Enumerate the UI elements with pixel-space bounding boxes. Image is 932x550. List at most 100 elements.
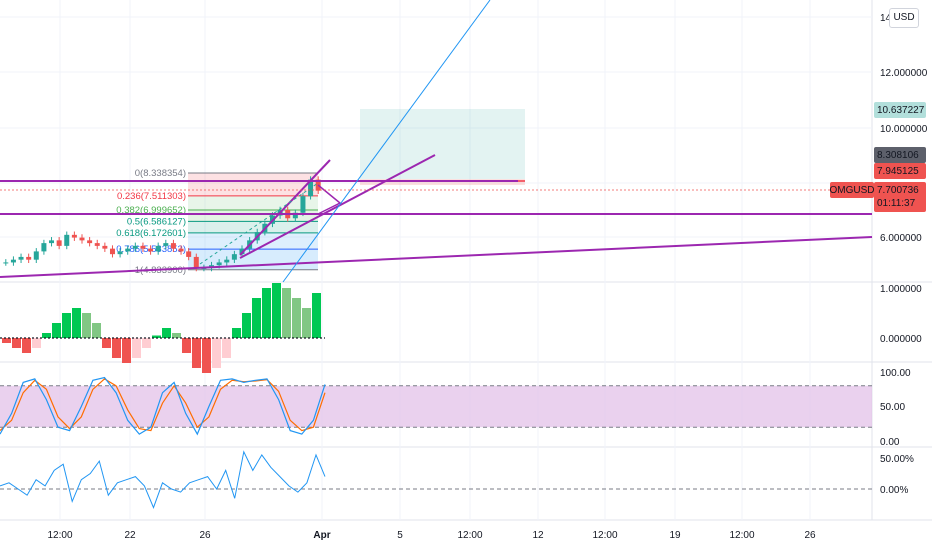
osc-tick-label: 50.00%	[880, 454, 914, 465]
price-tick-label: 14	[880, 13, 892, 24]
candle-body	[49, 240, 55, 244]
price-labels: 10.637227 8.308106 7.945125 7.700736 01:11:3…	[830, 102, 926, 212]
fib-zone	[188, 195, 318, 211]
fib-zone	[188, 210, 318, 222]
path-arrow	[317, 184, 342, 215]
histogram-bar	[42, 333, 51, 338]
target-price-badge-bg	[874, 102, 926, 118]
histogram-bar	[132, 338, 141, 358]
candle-body	[109, 248, 115, 255]
candle-body	[117, 251, 123, 255]
histogram-bar	[22, 338, 31, 353]
time-tick-label: 12:00	[592, 530, 617, 541]
histogram-bar	[92, 323, 101, 338]
fib-level-label: 0.236(7.511303)	[117, 191, 186, 202]
time-tick-label: 22	[124, 530, 136, 541]
histogram-bar	[182, 338, 191, 353]
candle-body	[239, 248, 245, 255]
last-price-badge-bg	[874, 182, 926, 212]
time-axis[interactable]: 12:00 22 26 Apr 5 12:00 12 12:00 19 12:00 26	[47, 530, 816, 541]
histogram-bar	[232, 328, 241, 338]
long-position-box[interactable]	[360, 109, 525, 185]
candle-body	[33, 251, 39, 260]
time-tick-label: 12:00	[47, 530, 72, 541]
high-price-badge: 7.945125	[874, 163, 926, 179]
stoch-band	[0, 385, 872, 428]
fibonacci-retracement[interactable]: 0(8.338354) 0.236(7.511303) 0.382(6.999652…	[116, 168, 318, 276]
histogram-bar	[272, 283, 281, 338]
time-tick-label: 12:00	[457, 530, 482, 541]
target-zone	[360, 109, 525, 179]
candle-body	[193, 256, 199, 268]
histogram-tick-label: 0.000000	[880, 334, 922, 345]
trend-ray	[282, 0, 491, 283]
candle-body	[41, 243, 47, 252]
price-tick-label: 6.000000	[880, 233, 922, 244]
channel-lower	[239, 154, 436, 259]
histogram-bar	[122, 338, 131, 363]
candle-body	[231, 254, 237, 260]
long-trendline	[0, 236, 873, 278]
candle-body	[26, 256, 32, 260]
candle-body	[155, 245, 161, 252]
stoch-tick-label: 50.00	[880, 402, 905, 413]
histogram-bar	[82, 313, 91, 338]
stoch-d-line	[0, 378, 326, 432]
stoch-k-line	[0, 376, 326, 436]
candle-body	[170, 243, 176, 249]
oscillator-pane	[0, 450, 872, 509]
candle-body	[132, 245, 138, 249]
histogram-bar	[52, 323, 61, 338]
candle-body	[178, 248, 184, 252]
histogram-bar	[112, 338, 121, 358]
fib-level-label: 0.5(6.586127)	[127, 216, 186, 227]
candle-body	[292, 212, 298, 219]
candle-body	[64, 234, 70, 246]
candle-body	[140, 245, 146, 249]
last-price-badge-text: 01:11:37	[877, 198, 916, 209]
histogram-bar	[292, 298, 301, 338]
last-price-badge-text: 7.700736	[877, 185, 919, 196]
high-price-badge-text: 7.945125	[877, 166, 919, 177]
price-tick-label: 12.000000	[880, 68, 928, 79]
histogram-bar	[102, 338, 111, 348]
last-price-badge: 7.700736 01:11:37	[874, 182, 926, 212]
time-tick-label: Apr	[313, 530, 330, 541]
histogram-bar	[212, 338, 221, 368]
time-tick-label: 26	[199, 530, 211, 541]
fib-level-label: 0.618(6.172601)	[116, 228, 186, 239]
histogram-bar	[172, 333, 181, 338]
price-tick-label: 10.000000	[880, 124, 928, 135]
histogram-bar	[302, 308, 311, 338]
histogram-bar	[142, 338, 151, 348]
histogram-bar	[222, 338, 231, 358]
current-price-badge-bg	[874, 147, 926, 163]
histogram-tick-label: 1.000000	[880, 284, 922, 295]
histogram-bar	[282, 288, 291, 338]
stochastic-pane	[0, 376, 872, 436]
candle-body	[216, 262, 222, 266]
histogram-bar	[252, 298, 261, 338]
candle-body	[56, 240, 62, 246]
histogram-bar	[62, 313, 71, 338]
current-price-badge-text: 8.308106	[877, 150, 919, 161]
candle-body	[102, 245, 108, 249]
candle-body	[148, 248, 154, 252]
fib-level-label: 0.382(6.999652)	[116, 205, 186, 216]
histogram-bar	[2, 338, 11, 343]
gridlines	[0, 0, 872, 520]
time-tick-label: 12:00	[729, 530, 754, 541]
target-price-badge-text: 10.637227	[877, 105, 925, 116]
currency-button[interactable]: USD	[889, 8, 919, 28]
candle-body	[94, 243, 100, 246]
candle-body	[71, 234, 77, 238]
histogram-bar	[152, 335, 161, 338]
stoch-tick-label: 100.00	[880, 368, 911, 379]
candle-body	[3, 262, 9, 264]
candle-body	[79, 237, 85, 241]
fib-zone	[188, 221, 318, 233]
price-axis[interactable]: 14 12.000000 10.000000 6.000000 1.000000 0.00…	[880, 13, 928, 496]
trend-drawings[interactable]	[0, 0, 873, 283]
